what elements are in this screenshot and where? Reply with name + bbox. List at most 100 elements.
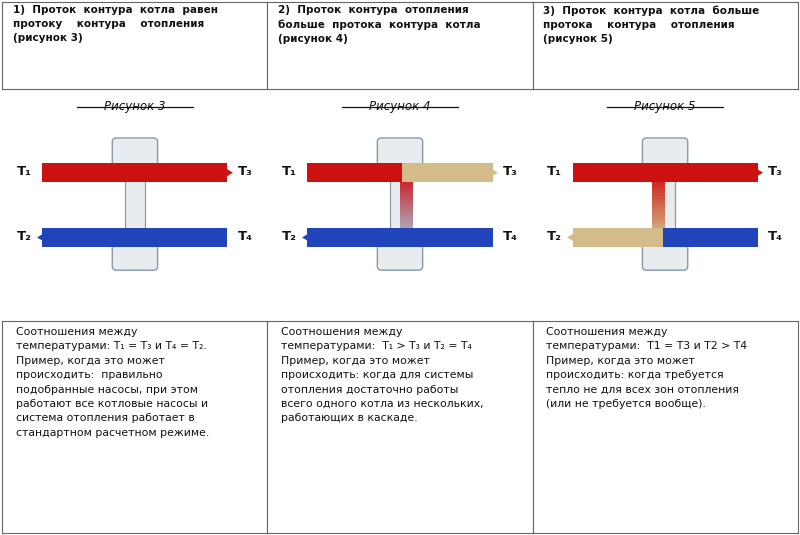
Bar [652, 175, 665, 177]
Text: Соотношения между
температурами:  Т₁ > Т₃ и Т₂ = Т₄
Пример, когда это может
прои: Соотношения между температурами: Т₁ > Т₃… [281, 327, 483, 424]
Bar [652, 185, 665, 187]
Bar [652, 232, 665, 233]
FancyBboxPatch shape [112, 236, 158, 270]
Bar [400, 179, 413, 180]
Polygon shape [491, 169, 498, 177]
Bar [400, 185, 413, 187]
Bar [685, 232, 690, 242]
Bar [400, 177, 413, 178]
Bar [652, 220, 665, 222]
Bar [652, 192, 665, 193]
Bar [400, 205, 413, 207]
Bar [107, 234, 115, 241]
Bar [400, 174, 413, 175]
Bar [652, 193, 665, 195]
Bar [652, 226, 665, 227]
Bar [376, 232, 380, 242]
Bar [652, 224, 665, 226]
Text: T₂: T₂ [547, 230, 562, 243]
Bar [652, 198, 665, 200]
Text: Рисунок 4: Рисунок 4 [370, 100, 430, 113]
Bar [400, 184, 413, 186]
FancyBboxPatch shape [378, 138, 422, 172]
Bar [652, 201, 665, 202]
Bar [400, 233, 413, 235]
Bar [652, 230, 665, 231]
Polygon shape [226, 169, 233, 177]
Bar [685, 234, 693, 241]
Bar [652, 188, 665, 189]
Bar [400, 172, 413, 174]
Text: T₄: T₄ [768, 230, 783, 243]
Bar [400, 231, 413, 232]
Polygon shape [574, 169, 580, 177]
Bar [42, 163, 227, 182]
Text: Соотношения между
температурами:  Т1 = Т3 и Т2 > Т4
Пример, когда это может
прои: Соотношения между температурами: Т1 = Т3… [546, 327, 747, 409]
Bar [307, 228, 493, 247]
Bar [42, 228, 227, 247]
Bar [372, 234, 380, 241]
Bar [652, 196, 665, 197]
Bar [307, 163, 402, 182]
Text: T₃: T₃ [503, 165, 518, 178]
Bar [400, 201, 413, 202]
Bar [400, 234, 413, 236]
Bar [573, 163, 758, 182]
Bar [652, 205, 665, 207]
Bar [400, 224, 413, 226]
Bar [652, 197, 665, 198]
Bar [652, 231, 665, 232]
Bar [652, 215, 665, 217]
Bar [400, 227, 413, 228]
Text: 1)  Проток  контура  котла  равен
протоку    контура    отопления
(рисунок 3): 1) Проток контура котла равен протоку ко… [13, 5, 218, 43]
Bar [400, 203, 413, 205]
Bar [652, 234, 665, 236]
Bar [400, 228, 413, 230]
Text: Рисунок 5: Рисунок 5 [634, 100, 696, 113]
Bar [372, 170, 380, 176]
Bar [400, 175, 413, 177]
Bar [652, 200, 665, 201]
Text: T₂: T₂ [282, 230, 297, 243]
Bar [400, 193, 413, 195]
Bar [573, 228, 662, 247]
Bar [154, 170, 162, 176]
Text: T₂: T₂ [17, 230, 32, 243]
Bar [652, 181, 665, 183]
Bar [400, 217, 413, 218]
Bar [652, 221, 665, 223]
Bar [400, 223, 413, 225]
Text: T₄: T₄ [238, 230, 253, 243]
Bar [652, 227, 665, 228]
Bar [110, 167, 115, 178]
Bar [400, 221, 413, 223]
Bar [400, 200, 413, 201]
FancyBboxPatch shape [112, 138, 158, 172]
Text: Рисунок 3: Рисунок 3 [104, 100, 166, 113]
Bar [652, 177, 665, 178]
Bar [652, 206, 665, 208]
Bar [400, 188, 413, 189]
Bar [400, 202, 413, 204]
Bar [652, 203, 665, 205]
Bar [400, 209, 413, 210]
Polygon shape [302, 233, 309, 241]
Bar [400, 219, 413, 220]
Bar [638, 170, 646, 176]
Bar [400, 210, 413, 211]
Bar [685, 170, 693, 176]
Text: T₄: T₄ [503, 230, 518, 243]
Bar [125, 177, 146, 233]
Bar [420, 167, 424, 178]
Text: Соотношения между
температурами: Т₁ = Т₃ и Т₄ = Т₂.
Пример, когда это может
прои: Соотношения между температурами: Т₁ = Т₃… [16, 327, 209, 438]
Bar [400, 192, 413, 193]
Bar [652, 228, 665, 230]
Bar [400, 230, 413, 231]
Bar [652, 202, 665, 204]
Bar [400, 218, 413, 219]
Text: 3)  Проток  контура  котла  больше
протока    контура    отопления
(рисунок 5): 3) Проток контура котла больше протока к… [543, 5, 759, 44]
Bar [390, 177, 410, 233]
FancyBboxPatch shape [642, 138, 688, 172]
Bar [641, 232, 645, 242]
Bar [652, 189, 665, 191]
